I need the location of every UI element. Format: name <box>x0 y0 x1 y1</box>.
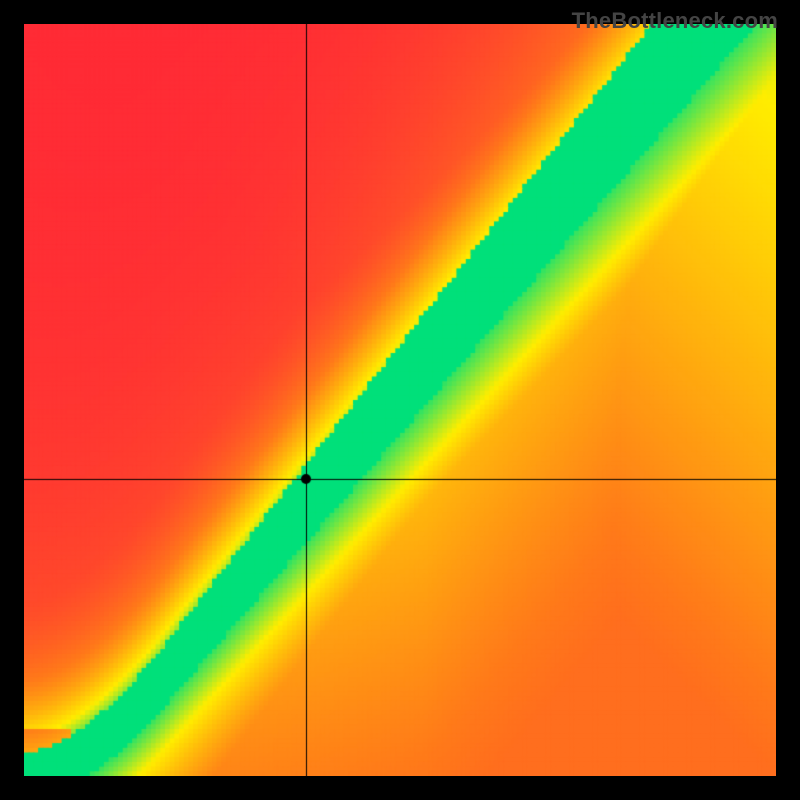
frame-left <box>0 0 24 800</box>
frame-right <box>776 0 800 800</box>
crosshair-overlay <box>24 24 776 776</box>
watermark-text: TheBottleneck.com <box>572 8 778 34</box>
frame-bottom <box>0 776 800 800</box>
chart-container: TheBottleneck.com <box>0 0 800 800</box>
